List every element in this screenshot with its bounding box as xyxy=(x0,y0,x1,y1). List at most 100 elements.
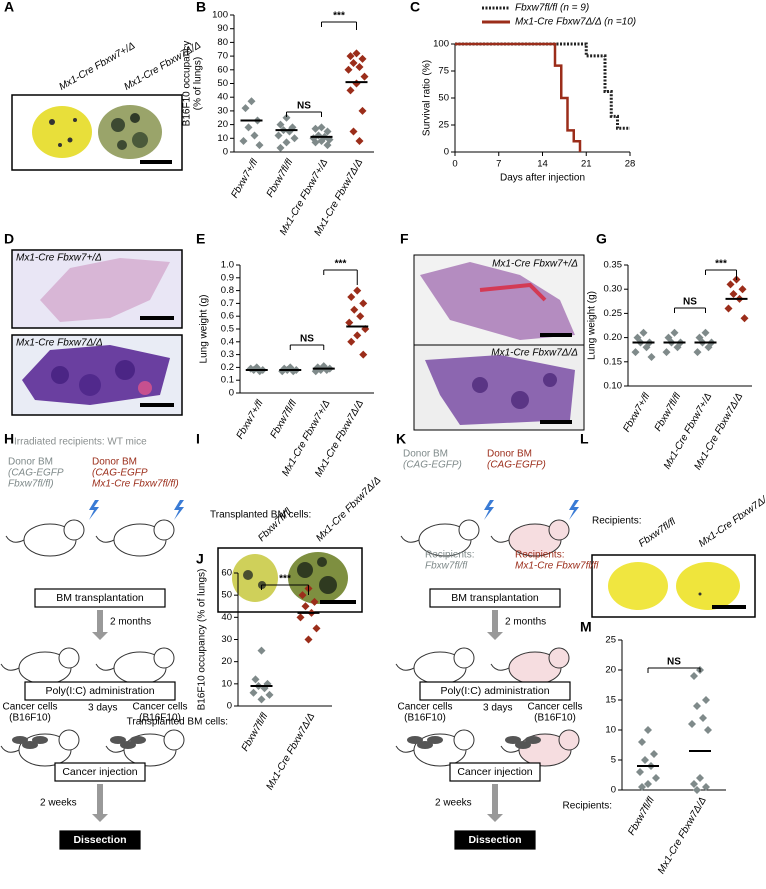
mouse-icon xyxy=(153,519,175,541)
y-tick-label: 1.0 xyxy=(221,260,234,271)
donor-label: (CAG-EGFP) xyxy=(403,460,462,471)
interval-label: 2 months xyxy=(110,617,151,628)
step-label: Dissection xyxy=(73,834,126,846)
cell-dish xyxy=(12,736,28,744)
data-point xyxy=(349,127,358,136)
data-point xyxy=(350,305,359,314)
y-tick-label: 0.5 xyxy=(221,324,234,335)
lightning xyxy=(484,500,494,520)
data-point xyxy=(276,120,285,129)
data-point xyxy=(311,124,320,133)
mouse-icon xyxy=(0,663,20,671)
mouse-icon xyxy=(5,535,25,543)
data-point xyxy=(358,54,367,63)
data-point xyxy=(349,58,358,67)
data-point xyxy=(257,695,266,704)
legend-label: Fbxw7fl/fl (n = 9) xyxy=(515,3,589,14)
step-label: Poly(I:C) administration xyxy=(440,685,549,697)
data-point xyxy=(673,343,682,352)
mouse-icon xyxy=(490,535,510,543)
donor-label: Mx1-Cre Fbxw7fl/fl) xyxy=(92,479,179,490)
data-point xyxy=(250,131,259,140)
data-point xyxy=(688,720,696,728)
step-label: BM transplantation xyxy=(451,592,539,604)
mouse-icon xyxy=(500,745,520,753)
note: Irradiated recipients: WT mice xyxy=(14,437,147,448)
cell-dish xyxy=(407,736,423,744)
data-point xyxy=(249,688,258,697)
interval-label: 3 days xyxy=(483,703,512,714)
data-point xyxy=(356,312,365,321)
y-tick-label: 40 xyxy=(221,612,232,623)
data-point xyxy=(662,348,671,357)
y-tick-label: 10 xyxy=(217,133,228,144)
lightning xyxy=(89,500,99,520)
x-tick-label: 14 xyxy=(537,159,548,170)
y-tick-label: 20 xyxy=(217,119,228,130)
y-tick-label: 5 xyxy=(611,755,616,766)
panel-letter: B xyxy=(196,0,206,15)
y-tick-label: 80 xyxy=(217,37,228,48)
y-tick-label: 0.4 xyxy=(221,336,234,347)
donor-label: (CAG-EGFP xyxy=(8,468,64,479)
panel-letter: C xyxy=(410,0,420,15)
y-axis-label: Lung weight (g) xyxy=(199,295,210,364)
step-box xyxy=(449,762,541,782)
step-label: Cancer injection xyxy=(62,766,137,778)
y-tick-label: 20 xyxy=(605,665,616,676)
mouse-icon xyxy=(63,519,85,541)
significance: NS xyxy=(300,334,314,345)
significance: *** xyxy=(279,574,291,585)
data-point xyxy=(639,328,648,337)
data-point xyxy=(647,352,656,361)
data-point xyxy=(359,350,368,359)
image-label: Mx1-Cre Fbxw7+/Δ xyxy=(16,253,102,264)
flow-arrow xyxy=(92,784,108,822)
x-tick-label: Fbxw7fl/fl xyxy=(653,391,684,434)
y-tick-label: 60 xyxy=(217,64,228,75)
y-tick-label: 0 xyxy=(229,388,234,399)
y-tick-label: 0.30 xyxy=(604,284,623,295)
cell-label: Cancer cells xyxy=(132,702,187,713)
histology-f xyxy=(413,254,585,431)
data-point xyxy=(317,123,326,132)
panel-letter: E xyxy=(196,231,205,247)
data-point xyxy=(638,783,646,791)
data-point xyxy=(702,696,710,704)
y-tick-label: 0.35 xyxy=(604,260,623,271)
y-tick-label: 90 xyxy=(217,23,228,34)
data-point xyxy=(693,702,701,710)
x-tick-label: Fbxw7+/fl xyxy=(229,157,260,200)
data-point xyxy=(317,137,326,146)
step-box xyxy=(429,588,561,608)
data-point xyxy=(347,293,356,301)
mouse-icon xyxy=(0,745,20,753)
y-tick-label: 0 xyxy=(223,147,228,158)
mouse-icon xyxy=(153,647,175,669)
recipient-label: Mx1-Cre Fbxw7fl/fl xyxy=(515,561,599,572)
cell-label: (B16F10) xyxy=(139,713,181,724)
recipient-label: Fbxw7fl/fl xyxy=(425,561,468,572)
y-tick-label: 0.8 xyxy=(221,285,234,296)
data-point xyxy=(344,65,353,74)
step-box xyxy=(24,681,176,701)
y-tick-label: 10 xyxy=(605,725,616,736)
data-point xyxy=(355,63,364,72)
y-tick-label: 0.3 xyxy=(221,349,234,360)
y-axis-label: B16F10 occupancy xyxy=(182,41,193,127)
data-point xyxy=(247,97,256,106)
data-point xyxy=(241,104,250,113)
data-point xyxy=(282,138,291,147)
mouse-icon xyxy=(400,535,420,543)
lung-photo-l xyxy=(591,554,756,618)
y-tick-label: 0 xyxy=(444,147,449,158)
donor-label: Fbxw7fl/fl) xyxy=(8,479,54,490)
y-tick-label: 0.25 xyxy=(604,308,623,319)
y-tick-label: 0.20 xyxy=(604,332,623,343)
data-point xyxy=(670,328,679,337)
y-axis-label: B16F10 occupancy (% of lungs) xyxy=(197,569,208,711)
data-point xyxy=(636,768,644,776)
panel-letter: K xyxy=(396,431,406,447)
data-point xyxy=(724,304,733,313)
